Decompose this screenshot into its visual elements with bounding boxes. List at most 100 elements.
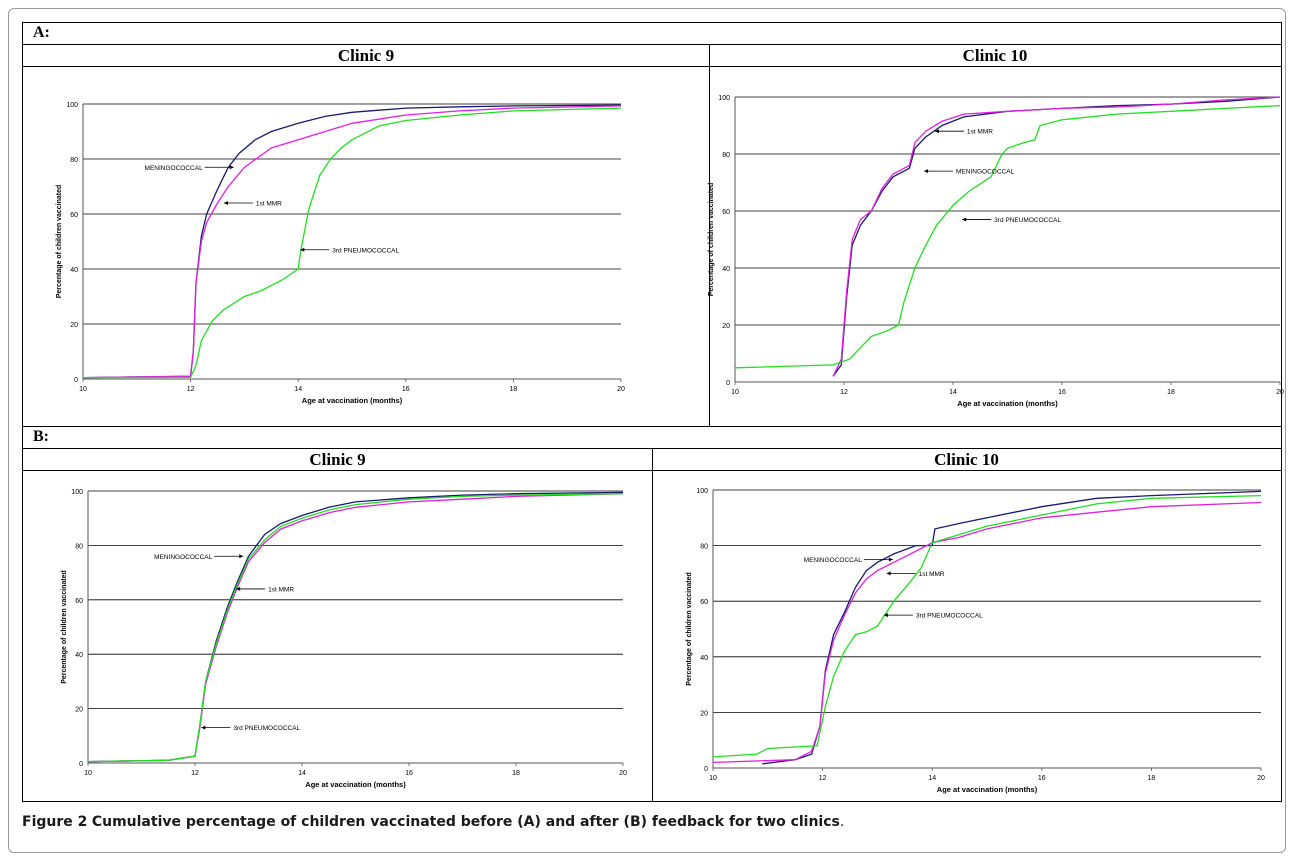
series-line-mmr	[82, 105, 622, 379]
panel-a9-title: Clinic 9	[23, 45, 709, 67]
annotation-label: 1st MMR	[268, 586, 294, 593]
annotation-label: 1st MMR	[967, 129, 993, 136]
x-tick-label: 14	[949, 389, 957, 396]
series-line-mmr	[87, 493, 624, 763]
divider-a	[709, 45, 710, 427]
y-tick-label: 80	[75, 543, 83, 550]
annotation-label: MENINGOCOCCAL	[804, 557, 863, 564]
x-tick-label: 16	[1058, 389, 1066, 396]
y-tick-label: 0	[74, 377, 78, 384]
y-tick-label: 20	[70, 322, 78, 329]
annotation-arrow-head	[924, 169, 929, 174]
y-axis-label: Percentage of children vaccinated	[686, 572, 693, 686]
x-tick-label: 16	[405, 770, 413, 777]
annotation-arrow-head	[239, 554, 244, 559]
chart-clinic9-after: 0 20 40 60 80 100 10 12 14 16 18 20 Age at vaccinati…	[61, 489, 627, 789]
series-line-meningococcal	[82, 104, 622, 379]
x-tick-label: 10	[84, 770, 92, 777]
row-b-header: B:	[23, 427, 1281, 449]
y-tick-label: 0	[704, 766, 708, 773]
x-axis-label: Age at vaccination (months)	[957, 399, 1058, 408]
row-a-label: A:	[33, 24, 50, 41]
x-axis-label: Age at vaccination (months)	[302, 396, 403, 405]
row-b-top-border	[23, 426, 1281, 427]
y-tick-label: 80	[700, 544, 708, 551]
annotation-label: 1st MMR	[919, 571, 945, 578]
row-a-header: A:	[23, 23, 1281, 45]
chart-clinic9-before: 0 20 40 60 80 100 10 12 14 16 18 20 Age at vaccinati…	[56, 102, 625, 405]
annotation-arrow-head	[236, 586, 241, 591]
annotation-arrow-head	[883, 613, 888, 618]
x-tick-label: 18	[1148, 775, 1156, 782]
chart-clinic10-before: 0 20 40 60 80 100 10 12 14 16 18 20 Age at vaccinati…	[708, 95, 1284, 408]
x-tick-label: 12	[187, 386, 195, 393]
row-b-label: B:	[33, 428, 49, 445]
caption-suffix: .	[839, 814, 845, 830]
y-tick-label: 40	[722, 266, 730, 273]
series-line-pneumococcal	[82, 107, 622, 379]
annotation-arrow-head	[300, 247, 305, 252]
annotation-label: 3rd PNEUMOCOCCAL	[994, 217, 1061, 224]
annotation-arrow-head	[223, 201, 228, 205]
annotation-label: 3rd PNEUMOCOCCAL	[916, 613, 983, 620]
annotation-arrow-head	[934, 129, 939, 134]
series-line-meningococcal	[87, 491, 624, 763]
y-tick-label: 20	[700, 710, 708, 717]
y-tick-label: 80	[70, 157, 78, 164]
y-axis-label: Percentage of children vaccinated	[61, 570, 68, 684]
x-axis-label: Age at vaccination (months)	[305, 780, 406, 789]
figure-frame	[8, 8, 1286, 853]
figure-grid: A: Clinic 9 Clinic 10 B: Clinic 9 Clinic…	[22, 22, 1284, 802]
x-tick-label: 16	[402, 386, 410, 393]
x-tick-label: 12	[191, 770, 199, 777]
x-tick-label: 18	[512, 770, 520, 777]
x-tick-label: 18	[1167, 389, 1175, 396]
x-tick-label: 14	[298, 770, 306, 777]
y-tick-label: 60	[70, 212, 78, 219]
caption-text: Cumulative percentage of children vaccin…	[91, 814, 840, 830]
annotation-arrow-head	[888, 557, 893, 562]
y-tick-label: 60	[75, 598, 83, 605]
y-tick-label: 20	[75, 707, 83, 714]
x-axis-label: Age at vaccination (months)	[937, 785, 1038, 794]
x-tick-label: 12	[840, 389, 848, 396]
x-tick-label: 20	[617, 386, 625, 393]
x-tick-label: 10	[709, 775, 717, 782]
series-line-meningococcal	[832, 96, 1281, 377]
series-line-mmr	[832, 96, 1281, 377]
caption-prefix: Figure 2	[22, 814, 88, 830]
y-tick-label: 0	[726, 380, 730, 387]
figure-caption: Figure 2 Cumulative percentage of childr…	[22, 814, 844, 830]
y-tick-label: 60	[722, 209, 730, 216]
y-tick-label: 80	[722, 152, 730, 159]
series-line-pneumococcal	[87, 493, 624, 763]
annotation-arrow-head	[962, 217, 967, 222]
panel-b9-title: Clinic 9	[23, 449, 652, 471]
series-line-mmr	[712, 501, 1262, 764]
annotation-arrow-head	[201, 725, 206, 730]
annotation-label: MENINGOCOCCAL	[154, 554, 213, 561]
annotation-label: 1st MMR	[256, 201, 282, 208]
x-tick-label: 14	[294, 386, 302, 393]
y-axis-label: Percentage of children vaccinated	[56, 185, 63, 299]
x-tick-label: 16	[1038, 775, 1046, 782]
y-tick-label: 20	[722, 323, 730, 330]
series-line-meningococcal	[762, 490, 1262, 765]
x-tick-label: 20	[1276, 389, 1284, 396]
x-tick-label: 20	[1257, 775, 1265, 782]
annotation-label: 3rd PNEUMOCOCCAL	[233, 725, 300, 732]
y-tick-label: 100	[718, 95, 730, 102]
y-tick-label: 0	[79, 761, 83, 768]
x-tick-label: 12	[819, 775, 827, 782]
series-line-pneumococcal	[734, 104, 1281, 369]
x-tick-label: 14	[928, 775, 936, 782]
panel-a10-title: Clinic 10	[709, 45, 1281, 67]
divider-b	[652, 449, 653, 801]
x-tick-label: 10	[731, 389, 739, 396]
series-line-pneumococcal	[712, 494, 1262, 758]
y-tick-label: 100	[696, 488, 708, 495]
y-tick-label: 60	[700, 599, 708, 606]
annotation-label: MENINGOCOCCAL	[956, 169, 1015, 176]
annotation-label: 3rd PNEUMOCOCCAL	[332, 247, 399, 254]
annotation-arrow-head	[886, 571, 891, 576]
